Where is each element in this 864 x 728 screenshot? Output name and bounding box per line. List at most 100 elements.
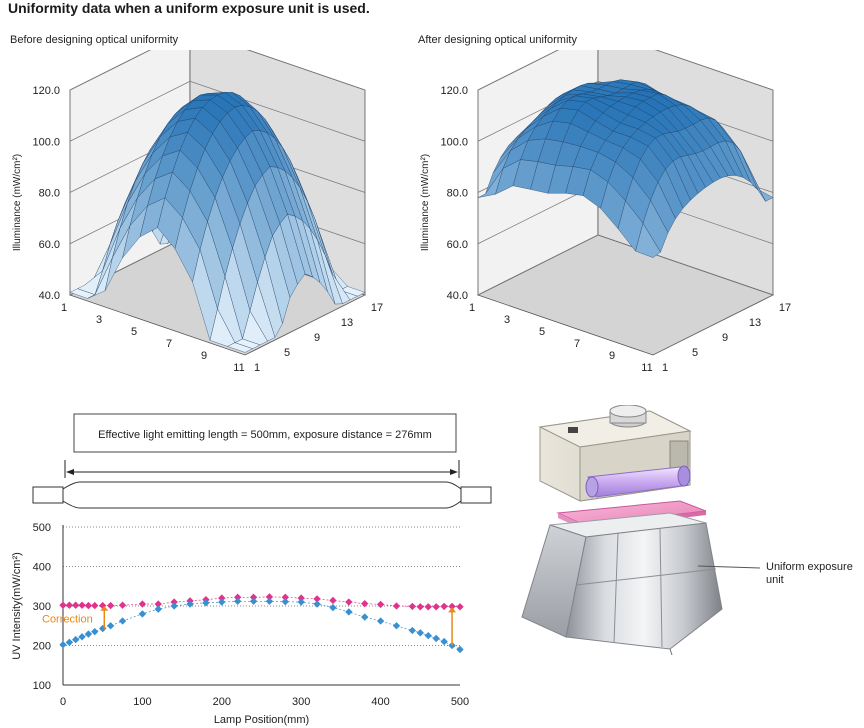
- z-tick-label: 40.0: [39, 290, 60, 302]
- z-axis-label: Illuminance (mW/cm²): [420, 154, 431, 251]
- annotation-box: [73, 413, 457, 453]
- series-uncorrected-point: [154, 605, 162, 613]
- series-uncorrected-point: [424, 631, 432, 640]
- label-leader-line: [697, 565, 761, 569]
- series-corrected-point: [297, 594, 305, 602]
- series-corrected-point: [345, 598, 353, 606]
- series-corrected-point: [329, 596, 337, 605]
- x-tick-label: 400: [371, 696, 389, 708]
- x-tick-label: 1: [469, 302, 475, 314]
- series-corrected-point: [91, 601, 99, 610]
- surface-cell: [226, 342, 254, 353]
- z-gridline: [477, 50, 774, 91]
- x-tick-label: 9: [201, 350, 207, 362]
- uv-lamp-tube: [585, 465, 691, 498]
- series-corrected-point: [361, 599, 369, 608]
- x-tick-label: 7: [166, 338, 172, 350]
- z-tick-label: 60.0: [447, 239, 468, 251]
- y-tick-label: 1: [254, 362, 260, 374]
- z-tick-label: 100.0: [32, 136, 60, 148]
- y-tick-label: 300: [33, 601, 51, 613]
- correction-arrowhead-right: [448, 607, 457, 613]
- y-tick-label: 13: [749, 317, 761, 329]
- dimension-arrow-left: [66, 469, 74, 475]
- series-uncorrected-point: [408, 626, 417, 635]
- series-uncorrected-point: [361, 613, 369, 621]
- series-uncorrected-point: [106, 622, 115, 630]
- series-uncorrected-point: [218, 598, 226, 606]
- surface-chart-before: 120.0 100.0 80.0 60.0 40.0 Illuminance (mW/cm…: [12, 50, 383, 374]
- surface-chart-after: 120.0 100.0 80.0 60.0 40.0 Illuminance (mW/cm…: [420, 50, 791, 374]
- lamp-end-cap-left: [32, 486, 64, 504]
- series-uncorrected-point: [456, 645, 464, 654]
- z-tick-label: 120.0: [440, 85, 468, 97]
- z-gridline: [69, 80, 366, 142]
- x-tick-label: 3: [96, 314, 102, 326]
- series-uncorrected-point: [72, 635, 80, 644]
- y-tick-label: 5: [284, 347, 290, 359]
- series-uncorrected-point: [78, 633, 86, 641]
- series-corrected-point: [118, 601, 127, 609]
- x-tick-label: 11: [233, 362, 244, 374]
- series-corrected-point: [78, 601, 86, 609]
- series-uncorrected-point: [186, 600, 194, 608]
- x-tick-label: 5: [131, 326, 137, 338]
- x-tick-label: 9: [609, 350, 615, 362]
- z-tick-label: 80.0: [447, 188, 468, 200]
- x-tick-label: 3: [504, 314, 510, 326]
- y-tick-label: 17: [371, 302, 383, 314]
- series-uncorrected-point: [376, 617, 385, 625]
- series-corrected-point: [440, 602, 448, 611]
- z-tick-label: 40.0: [447, 290, 468, 302]
- series-uncorrected-point: [118, 617, 127, 625]
- series-uncorrected-point: [329, 603, 337, 612]
- x-tick-label: 300: [292, 696, 310, 708]
- series-corrected-point: [84, 601, 93, 610]
- y-tick-label: 400: [33, 562, 51, 574]
- x-tick-label: 500: [451, 696, 469, 708]
- series-corrected-point: [448, 602, 456, 611]
- series-corrected-point: [218, 594, 226, 602]
- x-tick-label: 1: [61, 302, 67, 314]
- series-uncorrected-point: [59, 641, 67, 649]
- uv-intensity-line-chart: Effective light emitting length = 500mm,…: [11, 413, 492, 726]
- chart-after-subtitle: After designing optical uniformity: [418, 34, 577, 46]
- y-tick-label: 17: [779, 302, 791, 314]
- y-tick-label: 100: [33, 680, 51, 692]
- series-uncorrected-point: [99, 624, 107, 633]
- dimension-arrow-right: [450, 469, 458, 475]
- series-uncorrected-point: [202, 599, 210, 607]
- z-axis-label: Illuminance (mW/cm²): [12, 154, 23, 251]
- correction-arrowhead-left: [100, 606, 109, 611]
- series-corrected-point: [416, 603, 424, 611]
- series-corrected-point: [408, 602, 417, 611]
- z-tick-label: 60.0: [39, 239, 60, 251]
- y-tick-label: 500: [33, 522, 51, 534]
- series-corrected-point: [456, 603, 464, 611]
- x-tick-label: 0: [60, 696, 66, 708]
- x-tick-label: 5: [539, 326, 545, 338]
- chart-before-subtitle: Before designing optical uniformity: [10, 34, 179, 46]
- y-tick-label: 13: [341, 317, 353, 329]
- x-tick-label: 7: [574, 338, 580, 350]
- series-uncorrected-point: [138, 610, 147, 618]
- series-uncorrected-point: [265, 597, 274, 605]
- y-axis-label: UV Intensity(mW/cm²): [11, 552, 23, 660]
- uniform-exposure-unit-illustration: [521, 405, 761, 656]
- y-tick-label: 9: [722, 332, 728, 344]
- x-tick-label: 100: [133, 696, 151, 708]
- series-uncorrected-point: [281, 597, 289, 606]
- series-uncorrected-point: [345, 608, 353, 616]
- series-corrected-point: [432, 603, 440, 611]
- series-uncorrected-point: [65, 638, 74, 647]
- z-tick-label: 120.0: [32, 85, 60, 97]
- series-uncorrected-point: [297, 598, 305, 606]
- x-tick-label: 200: [213, 696, 231, 708]
- series-uncorrected-point: [313, 600, 321, 608]
- series-corrected-point: [376, 600, 385, 609]
- z-gridline: [69, 50, 366, 91]
- series-uncorrected-point: [432, 634, 440, 643]
- series-uncorrected-point: [416, 629, 424, 637]
- y-tick-label: 1: [662, 362, 668, 374]
- z-gridline: [477, 234, 774, 296]
